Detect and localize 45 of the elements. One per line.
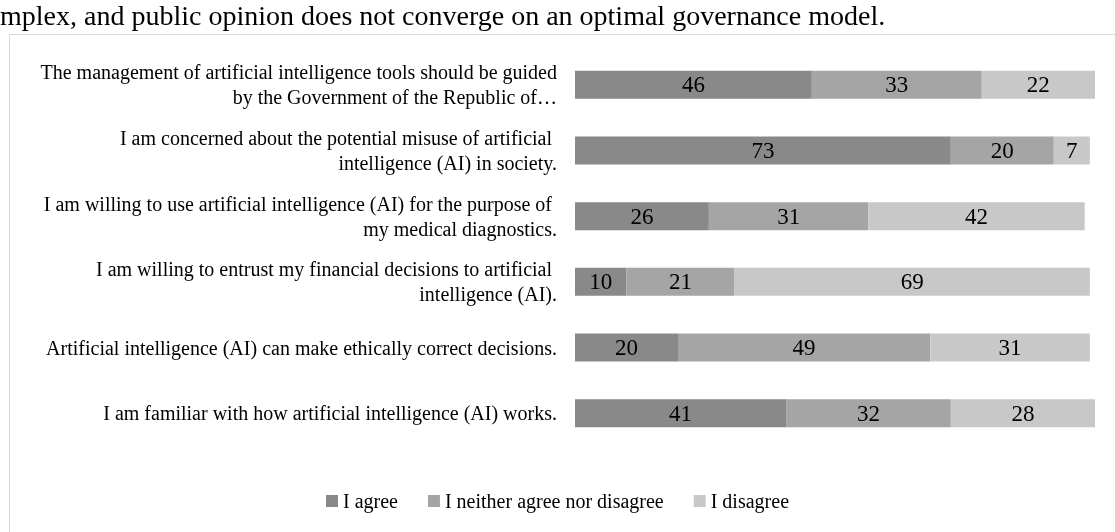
bar [575, 399, 787, 428]
bar [626, 267, 735, 296]
bar [868, 202, 1085, 231]
y-tick-label: The management of artificial intelligence tools should be guided by the Government of the Republic of… [40, 61, 557, 110]
data-label: 31 [998, 335, 1022, 360]
data-label: 22 [1026, 72, 1050, 98]
bar [786, 399, 951, 428]
bar [950, 136, 1054, 165]
bar [950, 399, 1095, 428]
legend-label: I neither agree nor disagree [444, 490, 664, 513]
data-label: 49 [792, 335, 816, 360]
data-label: 41 [669, 400, 693, 426]
data-label: 31 [777, 203, 801, 229]
y-tick-label: I am willing to entrust my financial decisions to artificial intelligence (AI). [96, 258, 557, 307]
y-tick-label: I am willing to use artificial intelligence (AI) for the purpose of my medical diagnostics. [43, 192, 557, 241]
data-label: 46 [681, 72, 705, 98]
bar [708, 202, 869, 231]
data-label: 26 [630, 203, 654, 229]
legend-label: I agree [342, 490, 399, 513]
bar [930, 333, 1090, 362]
data-label: 42 [965, 203, 989, 229]
bar [981, 70, 1095, 99]
bar [575, 202, 709, 231]
y-tick-label: I am concerned about the potential misuse of artificial intelligence (AI) in society. [119, 127, 557, 175]
data-label: 28 [1011, 400, 1035, 426]
y-tick-label: Artificial intelligence (AI) can make ethically correct decisions. [46, 336, 557, 360]
data-label: 69 [900, 269, 924, 295]
data-label: 32 [856, 400, 880, 426]
bar [734, 267, 1090, 296]
bar [575, 333, 678, 362]
data-label: 10 [589, 269, 613, 295]
data-label: 21 [669, 269, 693, 295]
y-tick-label: I am familiar with how artificial intelligence (AI) works. [103, 402, 557, 426]
data-label: 20 [990, 138, 1014, 163]
bar [1053, 136, 1090, 165]
bar [811, 70, 982, 99]
data-label: 73 [751, 138, 775, 163]
bar [575, 70, 812, 99]
data-label: 7 [1066, 138, 1078, 163]
data-label: 20 [614, 335, 638, 360]
data-label: 33 [885, 72, 909, 98]
bar [677, 333, 931, 362]
text: mplex, and public opinion does not converge on an optimal governance model. [0, 0, 886, 32]
legend-label: I disagree [710, 490, 790, 513]
bar [575, 136, 951, 165]
